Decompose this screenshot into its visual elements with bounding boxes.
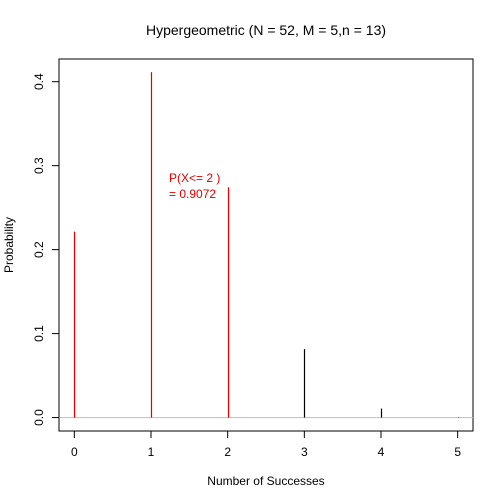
y-tick-label: 0.2: [32, 241, 46, 258]
x-tick-label: 2: [224, 445, 231, 459]
x-tick-label: 0: [71, 445, 78, 459]
x-tick-label: 5: [454, 445, 461, 459]
x-axis: 0 1 2 3 4 5: [71, 430, 461, 459]
bars-layer: [73, 72, 460, 418]
y-tick-label: 0.1: [32, 325, 46, 342]
y-tick-label: 0.3: [32, 157, 46, 174]
y-tick-label: 0.0: [32, 409, 46, 426]
x-tick-label: 1: [148, 445, 155, 459]
x-tick-label: 4: [378, 445, 385, 459]
y-tick-label: 0.4: [32, 73, 46, 90]
y-axis-label: Probability: [2, 217, 16, 273]
y-axis: 0.0 0.1 0.2 0.3 0.4: [32, 73, 60, 426]
x-axis-label: Number of Successes: [207, 474, 324, 488]
chart-title: Hypergeometric (N = 52, M = 5,n = 13): [146, 22, 386, 38]
annotation-probability-line: P(X<= 2 ): [169, 171, 220, 185]
plot-frame: [58, 58, 474, 432]
annotation-value-line: = 0.9072: [169, 187, 216, 201]
x-tick-label: 3: [301, 445, 308, 459]
